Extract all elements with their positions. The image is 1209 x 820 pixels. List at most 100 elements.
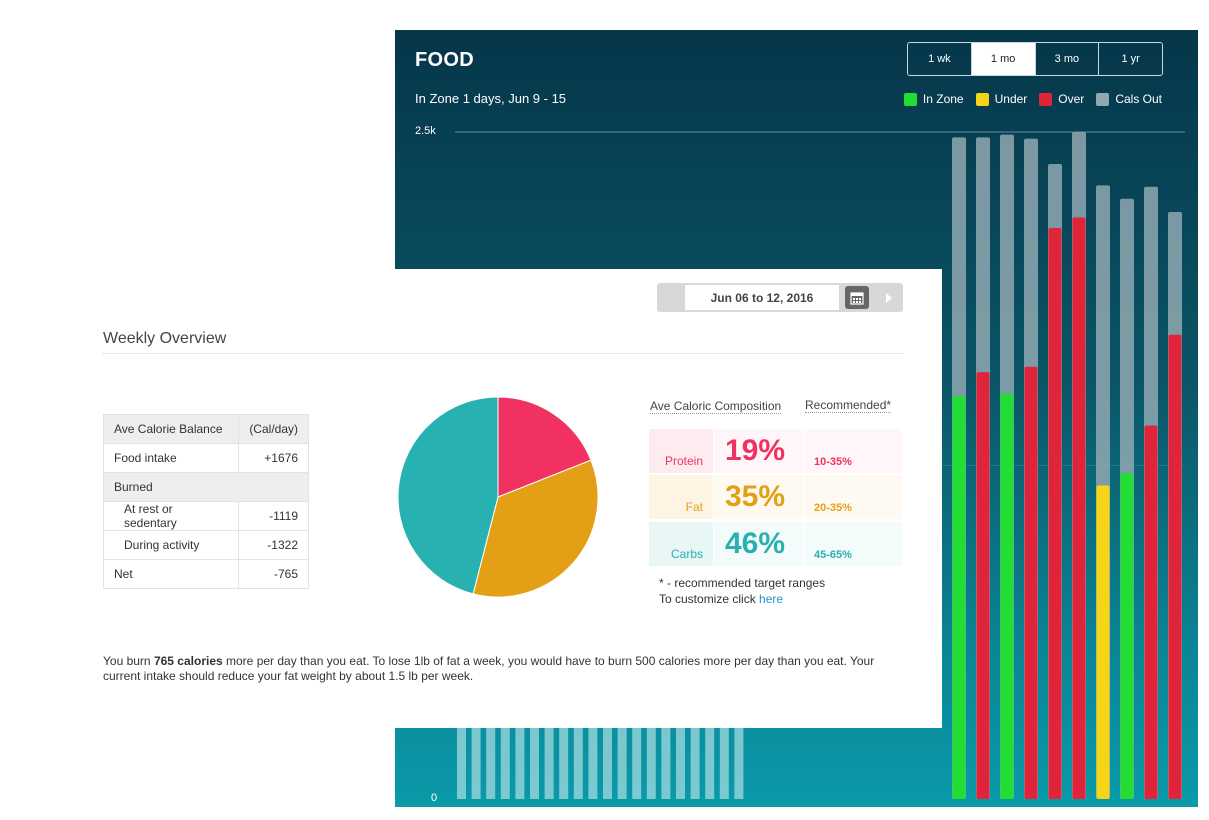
tab-1-year[interactable]: 1 yr [1121,53,1140,65]
legend-in-zone: In Zone [903,92,964,106]
date-range-display[interactable]: Jun 06 to 12, 2016 [685,285,839,310]
rest-label: At rest or sedentary [103,501,239,531]
range-tabs: 1 wk 1 mo 3 mo 1 yr [907,42,1163,76]
y-axis-top-label: 2.5k [415,125,436,137]
cals-out-bar-hidden [500,717,510,799]
date-navigator: Jun 06 to 12, 2016 [657,283,903,312]
tab-1-month[interactable]: 1 mo [971,43,1036,75]
composition-percent: 19% [714,429,803,473]
food-bar [1000,393,1014,799]
pie-slice-carbs [398,397,499,595]
footnote-line: To customize click here [659,591,825,607]
composition-title: Ave Caloric Composition [650,399,782,414]
food-bar [1120,473,1134,799]
food-bar [1168,334,1182,799]
cals-out-bar-hidden [632,717,642,799]
cals-out-bar-hidden [646,717,656,799]
composition-range: 20-35% [804,475,902,519]
summary-highlight: 765 calories [153,654,223,668]
activity-value: -1322 [238,530,309,560]
cals-out-bar-hidden [544,717,554,799]
food-intake-label: Food intake [103,443,239,473]
composition-label: Protein [649,429,713,473]
table-header-unit: (Cal/day) [238,414,309,444]
heading-divider [103,353,903,354]
cals-out-bar-hidden [734,717,744,799]
table-header-label: Ave Calorie Balance [103,414,239,444]
tab-3-months[interactable]: 3 mo [1036,43,1100,75]
net-label: Net [103,559,239,589]
table-row: Burned [103,472,309,502]
composition-pie-chart [398,397,598,597]
chart-legend: In Zone Under Over Cals Out [903,92,1162,106]
composition-range: 10-35% [804,429,902,473]
previous-week-button[interactable] [657,283,685,312]
legend-label: Cals Out [1115,92,1162,106]
customize-prefix: To customize click [659,592,756,606]
food-bar [1072,217,1086,800]
composition-percent: 46% [714,522,803,566]
weekly-overview-heading: Weekly Overview [103,330,227,347]
footnote-line: * - recommended target ranges [659,576,826,590]
legend-label: Under [994,92,1028,106]
calorie-summary: You burn 765 calories more per day than … [103,654,913,684]
cals-out-bar-hidden [617,717,627,799]
legend-label: In Zone [922,92,964,106]
burned-label: Burned [103,472,309,502]
summary-prefix: You burn [103,654,151,668]
cals-out-bar-hidden [705,717,715,799]
food-bar [952,396,966,799]
legend-over: Over [1039,92,1084,106]
food-bar [1144,425,1158,799]
composition-percent: 35% [714,475,803,519]
recommended-title: Recommended* [805,398,892,413]
net-value: -765 [238,559,309,589]
chevron-right-icon [886,292,892,303]
calendar-button[interactable] [845,286,869,309]
recommendation-footnote: * - recommended target ranges To customi… [659,575,825,607]
activity-label: During activity [103,530,239,560]
tab-1-week[interactable]: 1 wk [908,43,972,75]
legend-swatch-over [1039,92,1053,106]
composition-row-fat: Fat 35% 20-35% [649,475,902,519]
legend-swatch-in-zone [903,92,917,106]
cals-out-bar-hidden [559,717,569,799]
legend-cals-out: Cals Out [1096,92,1162,106]
cals-out-bar-hidden [676,717,685,799]
cals-out-bar-hidden [457,717,466,799]
y-axis-zero-label: 0 [431,792,438,804]
cals-out-bar-hidden [661,717,671,799]
food-bar [1096,485,1110,799]
rest-value: -1119 [238,501,309,531]
composition-row-carbs: Carbs 46% 45-65% [649,522,902,566]
composition-label: Carbs [649,522,713,566]
table-row: Food intake +1676 [103,443,309,473]
cals-out-bar-hidden [530,717,539,799]
cals-out-bar-hidden [588,717,598,799]
cals-out-bar-hidden [471,717,481,799]
legend-label: Over [1058,92,1085,106]
food-bar [976,372,990,799]
legend-under: Under [975,92,1028,106]
customize-link[interactable]: here [759,592,784,606]
cals-out-bar-hidden [515,717,525,799]
composition-row-protein: Protein 19% 10-35% [649,429,902,473]
food-bar [1048,228,1062,800]
next-week-button[interactable] [875,283,903,312]
panel-title: FOOD [415,49,474,71]
cals-out-bar-hidden [690,717,700,799]
table-row: During activity -1322 [103,530,309,560]
cals-out-bar-hidden [486,717,496,799]
table-row: Net -765 [103,559,309,589]
table-row: At rest or sedentary -1119 [103,501,309,531]
cals-out-bar-hidden [719,717,729,799]
pie-slice-protein [497,397,592,498]
composition-label: Fat [649,475,713,519]
legend-swatch-under [975,92,989,106]
table-header-row: Ave Calorie Balance (Cal/day) [103,414,309,444]
pie-slice-fat [472,459,598,597]
composition-range: 45-65% [804,522,902,566]
cals-out-bar-hidden [603,717,612,799]
panel-subtitle: In Zone 1 days, Jun 9 - 15 [415,91,567,106]
calorie-balance-table: Ave Calorie Balance (Cal/day) Food intak… [103,414,309,589]
